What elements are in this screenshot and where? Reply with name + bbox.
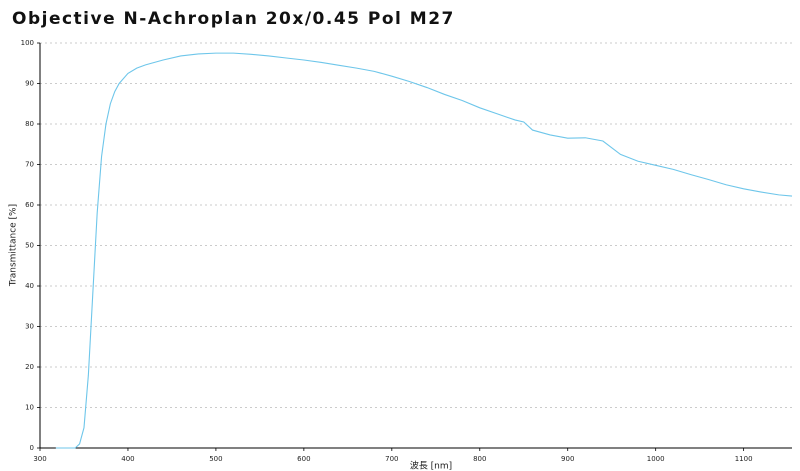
x-tick-label: 1100 xyxy=(735,455,753,463)
chart-title: Objective N-Achroplan 20x/0.45 Pol M27 xyxy=(12,9,455,29)
y-tick-label: 40 xyxy=(25,282,34,290)
x-tick-label: 600 xyxy=(297,455,310,463)
y-tick-label: 0 xyxy=(30,444,34,452)
y-tick-label: 100 xyxy=(21,39,34,47)
x-tick-label: 500 xyxy=(209,455,222,463)
x-tick-label: 400 xyxy=(121,455,134,463)
y-tick-label: 60 xyxy=(25,201,34,209)
y-tick-label: 20 xyxy=(25,363,34,371)
x-tick-label: 700 xyxy=(385,455,398,463)
y-tick-label: 70 xyxy=(25,161,34,169)
data-line xyxy=(55,52,793,449)
y-tick-label: 30 xyxy=(25,323,34,331)
y-tick-label: 80 xyxy=(25,120,34,128)
y-tick-label: 50 xyxy=(25,242,34,250)
x-tick-label: 800 xyxy=(473,455,486,463)
x-axis-title: 波長 [nm] xyxy=(410,460,452,471)
x-tick-label: 300 xyxy=(33,455,46,463)
y-tick-label: 90 xyxy=(25,80,34,88)
x-tick-label: 1000 xyxy=(647,455,665,463)
y-tick-label: 10 xyxy=(25,404,34,412)
y-axis-title: Transmittance [%] xyxy=(9,204,19,287)
x-tick-label: 900 xyxy=(561,455,574,463)
